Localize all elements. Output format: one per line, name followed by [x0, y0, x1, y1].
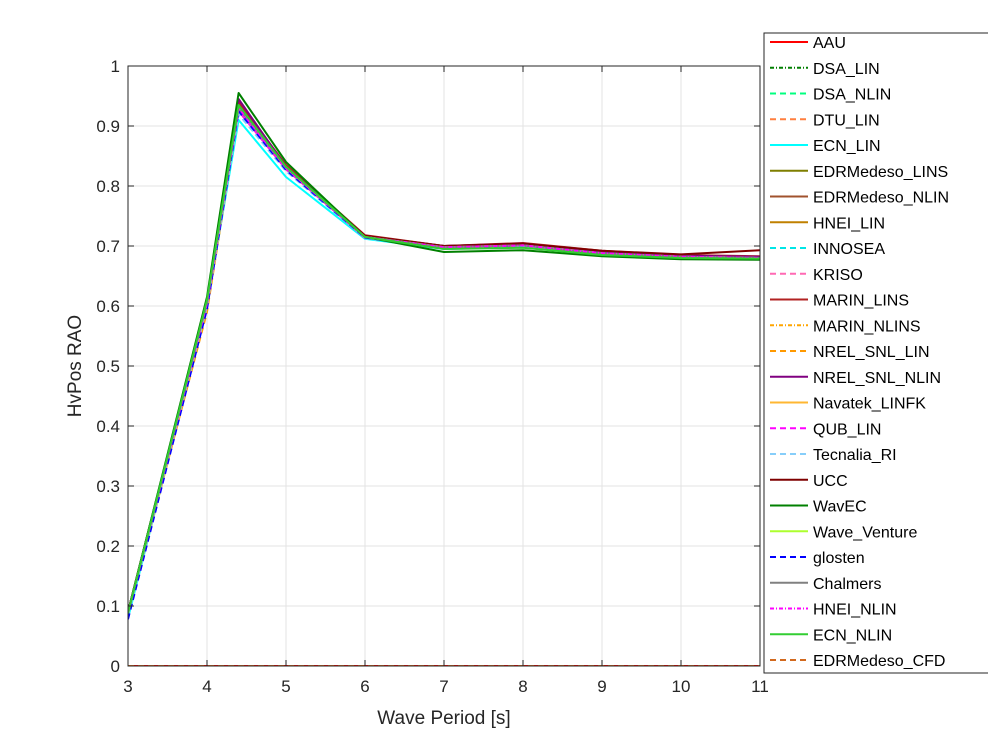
legend-item[interactable]: MARIN_NLINS	[770, 318, 921, 335]
x-tick-label: 9	[597, 677, 606, 696]
legend-label: UCC	[813, 473, 848, 490]
series-line	[128, 104, 760, 614]
legend-item[interactable]: INNOSEA	[770, 241, 885, 258]
legend-item[interactable]: Navatek_LINFK	[770, 396, 926, 413]
y-tick-label: 0.7	[96, 237, 120, 256]
x-tick-label: 4	[202, 677, 211, 696]
legend-item[interactable]: glosten	[770, 550, 865, 567]
legend-label: DTU_LIN	[813, 112, 880, 129]
legend-item[interactable]: MARIN_LINS	[770, 293, 909, 310]
legend-item[interactable]: Chalmers	[770, 576, 881, 593]
y-tick-label: 0	[111, 657, 120, 676]
y-tick-label: 0.2	[96, 537, 120, 556]
y-tick-label: 0.6	[96, 297, 120, 316]
legend-item[interactable]: UCC	[770, 473, 848, 490]
legend-item[interactable]: EDRMedeso_LINS	[770, 164, 948, 181]
legend-item[interactable]: NREL_SNL_LIN	[770, 344, 930, 361]
y-tick-label: 0.9	[96, 117, 120, 136]
y-axis-label: HvPos RAO	[65, 315, 86, 417]
series-lines	[128, 92, 760, 666]
legend-item[interactable]: Wave_Venture	[770, 524, 917, 541]
legend-item[interactable]: Tecnalia_RI	[770, 447, 897, 464]
legend-item[interactable]: ECN_NLIN	[770, 627, 892, 644]
legend-label: MARIN_LINS	[813, 293, 909, 310]
legend-label: DSA_NLIN	[813, 87, 891, 104]
legend-label: EDRMedeso_CFD	[813, 653, 945, 670]
legend-item[interactable]: QUB_LIN	[770, 421, 881, 438]
legend-label: NREL_SNL_NLIN	[813, 370, 941, 387]
legend-item[interactable]: DSA_NLIN	[770, 87, 891, 104]
legend-item[interactable]: KRISO	[770, 267, 863, 284]
legend-label: HNEI_NLIN	[813, 602, 897, 619]
legend-item[interactable]: DTU_LIN	[770, 112, 880, 129]
y-axis: 0 0.1 0.2 0.3 0.4 0.5 0.6 0.7 0.8 0.9 1	[96, 57, 760, 676]
legend-label: MARIN_NLINS	[813, 318, 921, 335]
legend-item[interactable]: WavEC	[770, 499, 867, 516]
x-axis: 3 4 5 6 7 8 9 10 11	[123, 66, 769, 696]
legend-label: QUB_LIN	[813, 421, 881, 438]
legend-item[interactable]: HNEI_NLIN	[770, 602, 897, 619]
x-tick-label: 7	[439, 677, 448, 696]
legend-item[interactable]: EDRMedeso_CFD	[770, 653, 945, 670]
x-tick-label: 3	[123, 677, 132, 696]
legend-label: EDRMedeso_NLIN	[813, 190, 949, 207]
x-tick-label: 11	[751, 677, 769, 696]
legend-box	[763, 32, 988, 674]
legend-label: INNOSEA	[813, 241, 885, 258]
legend-label: Wave_Venture	[813, 524, 917, 541]
legend-label: NREL_SNL_LIN	[813, 344, 930, 361]
x-tick-label: 5	[281, 677, 290, 696]
legend-item[interactable]: HNEI_LIN	[770, 215, 885, 232]
legend-item[interactable]: AAU	[770, 35, 846, 52]
legend-label: Chalmers	[813, 576, 881, 593]
series-line	[128, 92, 760, 613]
y-tick-label: 0.1	[96, 597, 120, 616]
legend-label: AAU	[813, 35, 846, 52]
x-tick-label: 8	[518, 677, 527, 696]
x-axis-label: Wave Period [s]	[377, 708, 510, 729]
y-tick-label: 1	[111, 57, 120, 76]
y-tick-label: 0.4	[96, 417, 120, 436]
legend-label: WavEC	[813, 499, 867, 516]
legend-item[interactable]: NREL_SNL_NLIN	[770, 370, 941, 387]
legend-label: Navatek_LINFK	[813, 396, 926, 413]
legend-item[interactable]: DSA_LIN	[770, 61, 880, 78]
y-tick-label: 0.5	[96, 357, 120, 376]
legend-item[interactable]: ECN_LIN	[770, 138, 881, 155]
y-tick-label: 0.8	[96, 177, 120, 196]
legend[interactable]: AAU DSA_LIN DSA_NLIN DTU_LIN ECN_LIN EDRMedes…	[763, 32, 988, 674]
legend-label: KRISO	[813, 267, 863, 284]
legend-label: ECN_NLIN	[813, 627, 892, 644]
legend-label: DSA_LIN	[813, 61, 880, 78]
legend-label: HNEI_LIN	[813, 215, 885, 232]
x-tick-label: 10	[672, 677, 691, 696]
legend-label: ECN_LIN	[813, 138, 881, 155]
legend-label: EDRMedeso_LINS	[813, 164, 948, 181]
legend-label: Tecnalia_RI	[813, 447, 897, 464]
y-tick-label: 0.3	[96, 477, 120, 496]
legend-item[interactable]: EDRMedeso_NLIN	[770, 190, 949, 207]
legend-label: glosten	[813, 550, 865, 567]
x-tick-label: 6	[360, 677, 369, 696]
